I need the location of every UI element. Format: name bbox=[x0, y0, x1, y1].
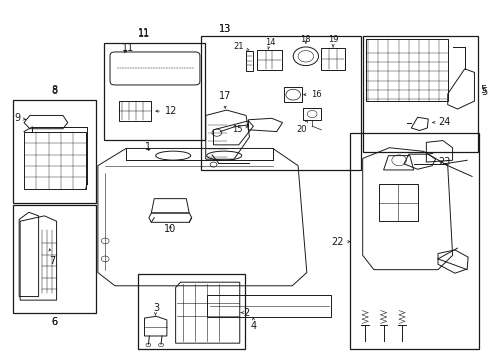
Text: 15: 15 bbox=[232, 125, 248, 134]
Text: 16: 16 bbox=[303, 90, 321, 99]
Text: 5: 5 bbox=[480, 87, 486, 97]
Text: 5: 5 bbox=[479, 85, 485, 95]
Text: 8: 8 bbox=[51, 85, 58, 95]
Text: 11: 11 bbox=[122, 43, 134, 53]
Text: 13: 13 bbox=[219, 24, 231, 34]
Text: 10: 10 bbox=[164, 225, 176, 234]
Text: 19: 19 bbox=[327, 35, 338, 47]
Bar bbox=[363, 36, 477, 152]
Bar bbox=[349, 133, 478, 349]
Text: 14: 14 bbox=[264, 37, 275, 49]
Text: 11: 11 bbox=[138, 28, 150, 39]
Text: 21: 21 bbox=[233, 42, 248, 51]
Text: 8: 8 bbox=[51, 86, 57, 96]
Text: 13: 13 bbox=[219, 24, 231, 34]
Text: 23: 23 bbox=[437, 157, 449, 167]
Text: 20: 20 bbox=[296, 120, 307, 135]
Text: 3: 3 bbox=[153, 303, 159, 315]
Text: 12: 12 bbox=[156, 106, 177, 116]
Text: 9: 9 bbox=[14, 113, 26, 123]
Text: 6: 6 bbox=[51, 317, 58, 327]
Bar bbox=[13, 100, 96, 203]
Text: 1: 1 bbox=[145, 142, 151, 152]
Text: 18: 18 bbox=[300, 35, 310, 44]
Text: 4: 4 bbox=[250, 318, 256, 330]
Text: 7: 7 bbox=[49, 249, 56, 266]
Bar bbox=[201, 36, 361, 170]
Bar bbox=[13, 205, 96, 314]
Bar bbox=[104, 43, 204, 140]
Bar bbox=[138, 274, 244, 349]
Text: 6: 6 bbox=[51, 317, 58, 327]
Text: 17: 17 bbox=[219, 91, 231, 108]
Text: 11: 11 bbox=[138, 29, 150, 39]
Text: 22: 22 bbox=[330, 237, 349, 247]
Text: 2: 2 bbox=[241, 308, 249, 318]
Text: 24: 24 bbox=[431, 117, 449, 127]
